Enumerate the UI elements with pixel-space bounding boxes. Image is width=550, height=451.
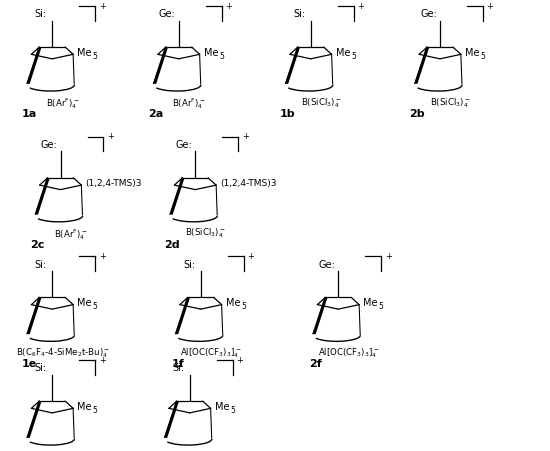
Text: 1e: 1e (21, 359, 37, 369)
Text: Ge:: Ge: (420, 9, 437, 19)
Polygon shape (26, 297, 41, 334)
Polygon shape (35, 177, 50, 215)
Text: Me: Me (336, 48, 350, 58)
Text: 1a: 1a (21, 109, 37, 119)
Text: Si:: Si: (35, 363, 47, 373)
Text: Si:: Si: (172, 363, 184, 373)
Text: 5: 5 (92, 51, 97, 60)
Text: +: + (226, 1, 232, 10)
Text: +: + (385, 252, 392, 261)
Text: Me: Me (78, 299, 92, 308)
Text: +: + (236, 355, 243, 364)
Text: +: + (248, 252, 254, 261)
Text: $\mathregular{HB(Ar^F)_4^-}$: $\mathregular{HB(Ar^F)_4^-}$ (180, 450, 220, 451)
Text: $\mathregular{B(Ar^F)_4^-}$: $\mathregular{B(Ar^F)_4^-}$ (54, 227, 87, 242)
Text: +: + (99, 1, 106, 10)
Text: Ge:: Ge: (318, 259, 335, 270)
Text: 2b: 2b (409, 109, 425, 119)
Text: Me: Me (465, 48, 480, 58)
Text: 5: 5 (219, 51, 224, 60)
Text: Me: Me (215, 402, 229, 412)
Text: 5: 5 (480, 51, 485, 60)
Text: $\mathregular{Al[OCH(CF_3)_2]_4^-}$: $\mathregular{Al[OCH(CF_3)_2]_4^-}$ (29, 450, 97, 451)
Polygon shape (153, 46, 168, 84)
Polygon shape (164, 400, 179, 438)
Text: (1,2,4-TMS)3: (1,2,4-TMS)3 (86, 179, 142, 189)
Text: 5: 5 (351, 51, 356, 60)
Text: Si:: Si: (183, 259, 195, 270)
Text: 1f: 1f (172, 359, 184, 369)
Text: Ge:: Ge: (175, 140, 192, 150)
Text: +: + (358, 1, 364, 10)
Polygon shape (26, 400, 41, 438)
Text: 5: 5 (230, 405, 235, 414)
Polygon shape (26, 46, 41, 84)
Polygon shape (414, 46, 429, 84)
Text: 5: 5 (378, 302, 383, 311)
Text: $\mathregular{B(Ar^F)_4^-}$: $\mathregular{B(Ar^F)_4^-}$ (173, 96, 206, 111)
Text: 2a: 2a (148, 109, 163, 119)
Text: Me: Me (364, 299, 378, 308)
Polygon shape (169, 177, 184, 215)
Text: Ge:: Ge: (41, 140, 57, 150)
Text: $\mathregular{B(SiCl_3)_4^-}$: $\mathregular{B(SiCl_3)_4^-}$ (430, 96, 471, 110)
Text: Si:: Si: (293, 9, 305, 19)
Text: Si:: Si: (35, 259, 47, 270)
Text: Me: Me (204, 48, 218, 58)
Text: +: + (99, 355, 106, 364)
Text: 2f: 2f (309, 359, 322, 369)
Text: +: + (242, 132, 249, 141)
Text: Me: Me (226, 299, 240, 308)
Text: 5: 5 (92, 405, 97, 414)
Text: 5: 5 (92, 302, 97, 311)
Text: $\mathregular{B(Ar^F)_4^-}$: $\mathregular{B(Ar^F)_4^-}$ (46, 96, 79, 111)
Text: +: + (487, 1, 493, 10)
Text: $\mathregular{Al[OC(CF_3)_3]_4^-}$: $\mathregular{Al[OC(CF_3)_3]_4^-}$ (318, 346, 380, 360)
Text: Ge:: Ge: (159, 9, 175, 19)
Text: $\mathregular{B(SiCl_3)_4^-}$: $\mathregular{B(SiCl_3)_4^-}$ (185, 227, 226, 240)
Text: Si:: Si: (35, 9, 47, 19)
Text: $\mathregular{B(C_6F_4\text{-}4\text{-}SiMe_2t\text{-}Bu)_4^-}$: $\mathregular{B(C_6F_4\text{-}4\text{-}S… (16, 346, 109, 360)
Text: Me: Me (78, 402, 92, 412)
Text: 2c: 2c (30, 239, 45, 250)
Polygon shape (175, 297, 190, 334)
Text: Me: Me (78, 48, 92, 58)
Text: 5: 5 (241, 302, 246, 311)
Polygon shape (312, 297, 327, 334)
Text: 2d: 2d (164, 239, 180, 250)
Text: $\mathregular{Al[OC(CF_3)_3]_4^-}$: $\mathregular{Al[OC(CF_3)_3]_4^-}$ (180, 346, 242, 360)
Text: +: + (107, 132, 114, 141)
Text: (1,2,4-TMS)3: (1,2,4-TMS)3 (221, 179, 277, 189)
Text: $\mathregular{B(SiCl_3)_4^-}$: $\mathregular{B(SiCl_3)_4^-}$ (301, 96, 342, 110)
Polygon shape (285, 46, 300, 84)
Text: +: + (99, 252, 106, 261)
Text: 1b: 1b (280, 109, 295, 119)
